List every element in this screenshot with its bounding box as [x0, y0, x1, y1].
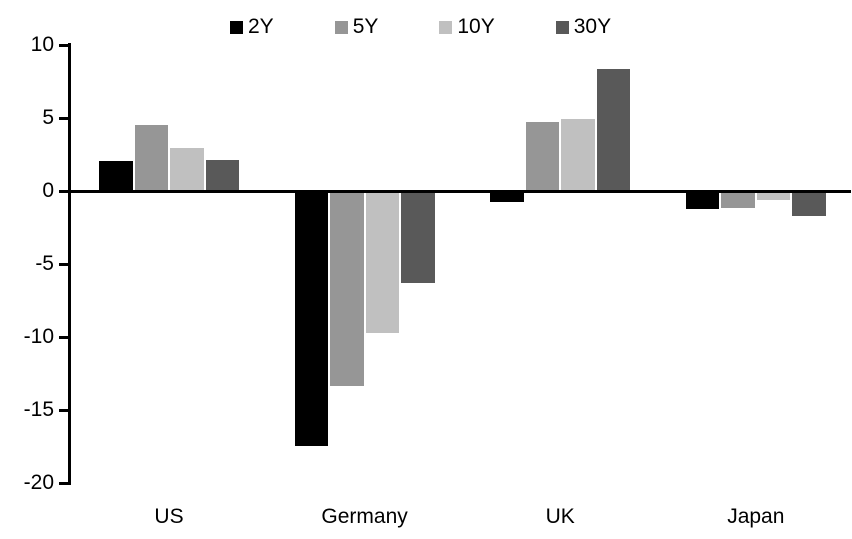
y-axis-tick-label: -10 [23, 325, 54, 348]
y-axis-tick-label: -20 [23, 471, 54, 494]
legend-label: 2Y [248, 15, 274, 38]
x-axis-label-us: US [154, 505, 184, 528]
x-axis-label-uk: UK [545, 505, 575, 528]
y-axis-tick [59, 189, 71, 193]
bar-uk-5y [524, 120, 561, 191]
bar-us-5y [133, 123, 169, 191]
bar-germany-30y [400, 191, 436, 285]
zero-axis-line [68, 189, 851, 193]
legend-marker-2y [230, 20, 243, 34]
bar-us-2y [98, 160, 134, 191]
bar-germany-10y [364, 191, 401, 335]
bar-us-30y [204, 158, 240, 191]
y-axis-tick-label: -15 [23, 398, 54, 421]
y-axis-tick [59, 481, 71, 485]
y-axis-tick [59, 335, 71, 339]
y-axis-tick [59, 43, 71, 47]
bar-germany-2y [293, 191, 330, 447]
legend-label: 5Y [352, 15, 379, 38]
bar-japan-10y [755, 191, 792, 202]
legend-marker-5y [334, 20, 348, 34]
legend-label: 10Y [457, 15, 495, 38]
y-axis-tick-label: 0 [42, 179, 54, 202]
legend-marker-10y [439, 20, 453, 34]
bar-japan-2y [684, 191, 721, 210]
y-axis-tick [59, 408, 71, 412]
bar-uk-2y [489, 191, 525, 203]
bar-germany-5y [329, 191, 365, 387]
bar-uk-30y [595, 68, 632, 191]
x-axis-label-japan: Japan [727, 505, 785, 528]
y-axis-tick [59, 262, 71, 266]
bar-japan-30y [791, 191, 827, 218]
y-axis-tick-label: 5 [42, 106, 54, 129]
bar-us-10y [169, 147, 205, 191]
y-axis-tick [59, 116, 71, 120]
chart-legend: 2Y 5Y 10Y 30Y [230, 14, 611, 40]
y-axis-tick-label: 10 [30, 33, 54, 56]
x-axis-label-germany: Germany [321, 505, 408, 528]
legend-item-5y: 5Y [334, 14, 379, 40]
legend-item-30y: 30Y [555, 14, 612, 40]
legend-item-2y: 2Y [230, 14, 274, 40]
legend-label: 30Y [573, 15, 612, 38]
bar-japan-5y [720, 191, 756, 209]
legend-item-10y: 10Y [439, 14, 495, 40]
legend-marker-30y [555, 20, 569, 34]
y-axis-tick-label: -5 [35, 252, 54, 275]
bar-uk-10y [560, 118, 596, 191]
